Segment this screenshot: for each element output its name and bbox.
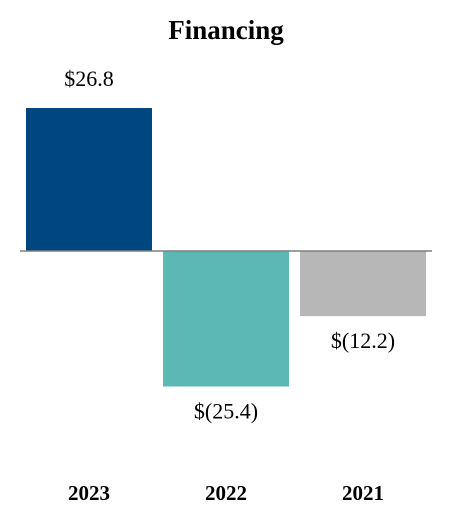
chart-title: Financing bbox=[168, 15, 284, 45]
x-tick-label: 2021 bbox=[342, 481, 384, 505]
x-tick-label: 2022 bbox=[205, 481, 247, 505]
value-label: $26.8 bbox=[64, 66, 114, 91]
value-label: $(25.4) bbox=[194, 399, 258, 424]
bar bbox=[26, 108, 152, 251]
bar bbox=[163, 251, 289, 387]
x-tick-label: 2023 bbox=[68, 481, 110, 505]
value-label: $(12.2) bbox=[331, 328, 395, 353]
bars bbox=[26, 108, 426, 387]
bar bbox=[300, 251, 426, 317]
